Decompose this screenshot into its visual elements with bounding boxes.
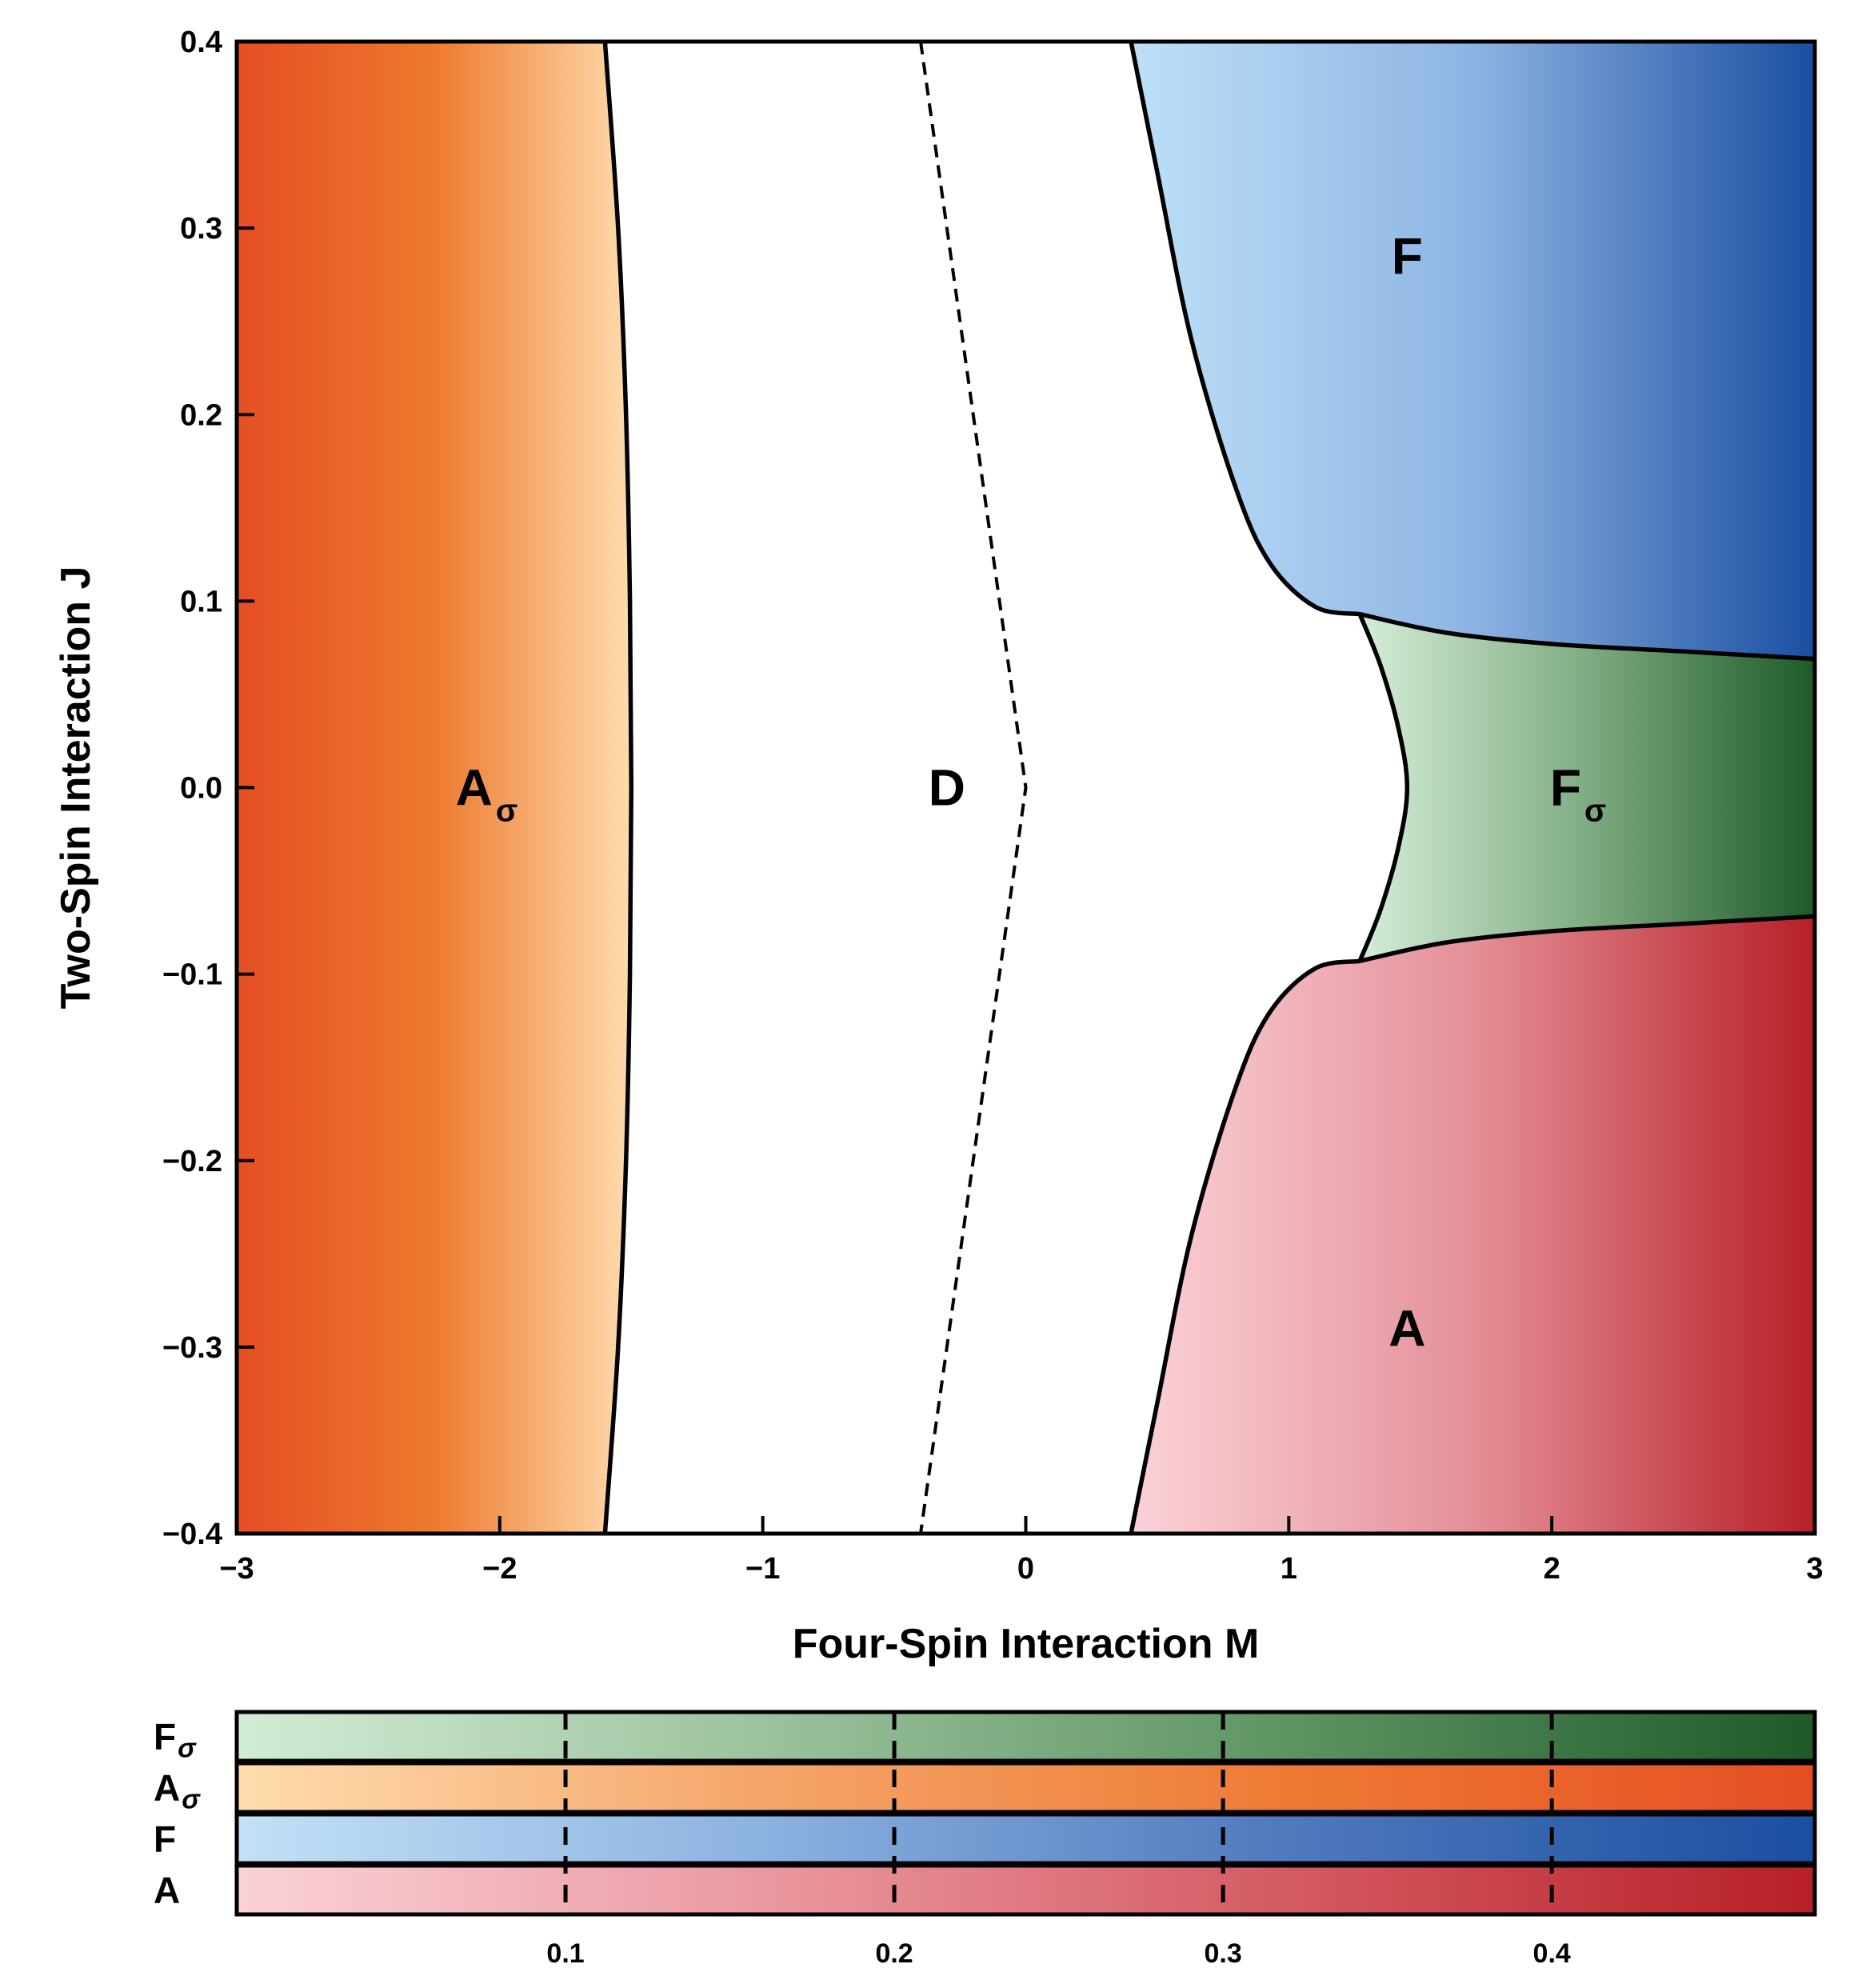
- phase-diagram-plot: −3 −2 −1 0 1 2 3 −0.4 −0.3 −0.2 −0.1 0.0 0.1 0.2 0.3 0.…: [162, 26, 1824, 1586]
- region-f: [1131, 42, 1815, 659]
- y-tick-label: −0.1: [162, 958, 222, 992]
- colorbar-row: [234, 1761, 1817, 1814]
- boundary-d-f: [1129, 41, 1361, 617]
- y-tick-label: 0.4: [180, 26, 222, 59]
- colorbar-tick-label: 0.4: [1533, 1938, 1571, 1969]
- x-axis-title: Four-Spin Interaction M: [793, 1621, 1260, 1667]
- region-f-sigma: [1360, 614, 1815, 962]
- y-tick-label: 0.0: [180, 772, 222, 806]
- colorbar-row-label: Fσ: [154, 1716, 197, 1764]
- colorbar-tick-label: 0.2: [875, 1938, 913, 1969]
- x-tick-label: 1: [1281, 1552, 1297, 1586]
- boundary-f-f-sigma: [1359, 612, 1816, 662]
- colorbar-row: [234, 1863, 1817, 1917]
- x-tick-label: 2: [1544, 1552, 1560, 1586]
- colorbar-row-label: Aσ: [154, 1767, 201, 1815]
- boundary-a-sigma-d: [602, 41, 634, 1534]
- x-tick-label: 3: [1806, 1552, 1823, 1586]
- colorbar-row: [234, 1710, 1817, 1763]
- y-tick-label: −0.3: [162, 1331, 222, 1365]
- boundary-d-f-sigma: [1357, 613, 1410, 962]
- region-a-sigma: [237, 42, 632, 1534]
- boundary-a-f-sigma: [1359, 914, 1816, 963]
- y-tick-label: 0.1: [180, 585, 222, 618]
- region-a: [1131, 916, 1815, 1534]
- x-tick-label: −2: [482, 1552, 517, 1586]
- colorbar-ticks: 0.1 0.2 0.3 0.4: [546, 1712, 1571, 1969]
- colorbar-row-label: F: [154, 1818, 176, 1860]
- colorbar-tick-label: 0.1: [546, 1938, 584, 1969]
- phase-boundaries: [602, 41, 1816, 1534]
- region-label-d: D: [929, 759, 965, 817]
- colorbar-row: [234, 1812, 1817, 1866]
- x-tick-label: −1: [745, 1552, 780, 1586]
- colorbar-row-label: A: [154, 1870, 180, 1911]
- y-tick-label: 0.2: [180, 398, 222, 432]
- x-tick-label: 0: [1017, 1552, 1034, 1586]
- region-label-f: F: [1392, 227, 1423, 285]
- boundary-d-a: [1129, 958, 1361, 1534]
- y-axis-title: Two-Spin Interaction J: [53, 566, 99, 1010]
- colorbar-tick-label: 0.3: [1204, 1938, 1241, 1969]
- y-tick-label: 0.3: [180, 212, 222, 246]
- x-tick-label: −3: [219, 1552, 254, 1586]
- region-label-a: A: [1389, 1300, 1425, 1358]
- y-tick-label: −0.2: [162, 1145, 222, 1178]
- y-tick-label: −0.4: [162, 1518, 222, 1551]
- axis-ticks: −3 −2 −1 0 1 2 3 −0.4 −0.3 −0.2 −0.1 0.0 0.1 0.2 0.3 0.…: [162, 26, 1824, 1586]
- boundary-d-crossover: [919, 41, 1028, 1534]
